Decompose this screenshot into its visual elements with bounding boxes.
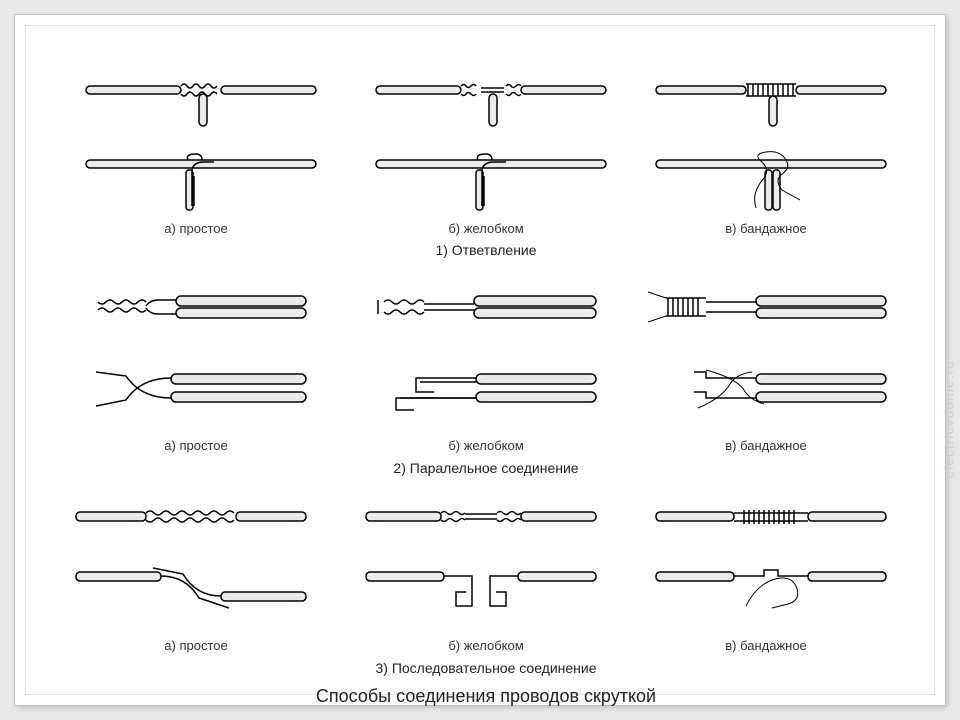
s1-a-top (86, 66, 316, 126)
label-s3-c: в) бандажное (725, 638, 807, 653)
s3-a-bottom (76, 566, 306, 621)
s2-c-bottom (646, 368, 886, 420)
s3-b-top (366, 502, 596, 532)
label-s2-b: б) желобком (448, 438, 523, 453)
s3-b-bottom (366, 566, 596, 626)
s2-a-bottom (76, 368, 306, 416)
watermark: electricvdome.ru (941, 360, 957, 479)
section-3-title: 3) Последовательное соединение (375, 660, 596, 676)
label-s2-a: а) простое (164, 438, 227, 453)
s1-c-top (656, 66, 886, 126)
s3-c-top (656, 502, 886, 532)
s2-a-top (76, 284, 306, 332)
label-s1-a: а) простое (164, 221, 227, 236)
section-2-title: 2) Паралельное соединение (393, 460, 578, 476)
s1-c-bottom (656, 148, 886, 213)
diagram-area: а) простое б) желобком в) бандажное 1) О… (25, 25, 935, 695)
section-1-title: 1) Ответвление (435, 242, 536, 258)
s1-a-bottom (86, 148, 316, 213)
main-title: Способы соединения проводов скруткой (316, 686, 656, 707)
s2-c-top (646, 284, 886, 332)
s3-c-bottom (656, 566, 886, 626)
s1-b-top (376, 66, 606, 126)
label-s1-c: в) бандажное (725, 221, 807, 236)
label-s3-a: а) простое (164, 638, 227, 653)
label-s1-b: б) желобком (448, 221, 523, 236)
s1-b-bottom (376, 148, 606, 213)
s2-b-bottom (366, 368, 596, 420)
s3-a-top (76, 502, 306, 532)
label-s2-c: в) бандажное (725, 438, 807, 453)
page: а) простое б) желобком в) бандажное 1) О… (14, 14, 946, 706)
s2-b-top (366, 284, 596, 332)
label-s3-b: б) желобком (448, 638, 523, 653)
